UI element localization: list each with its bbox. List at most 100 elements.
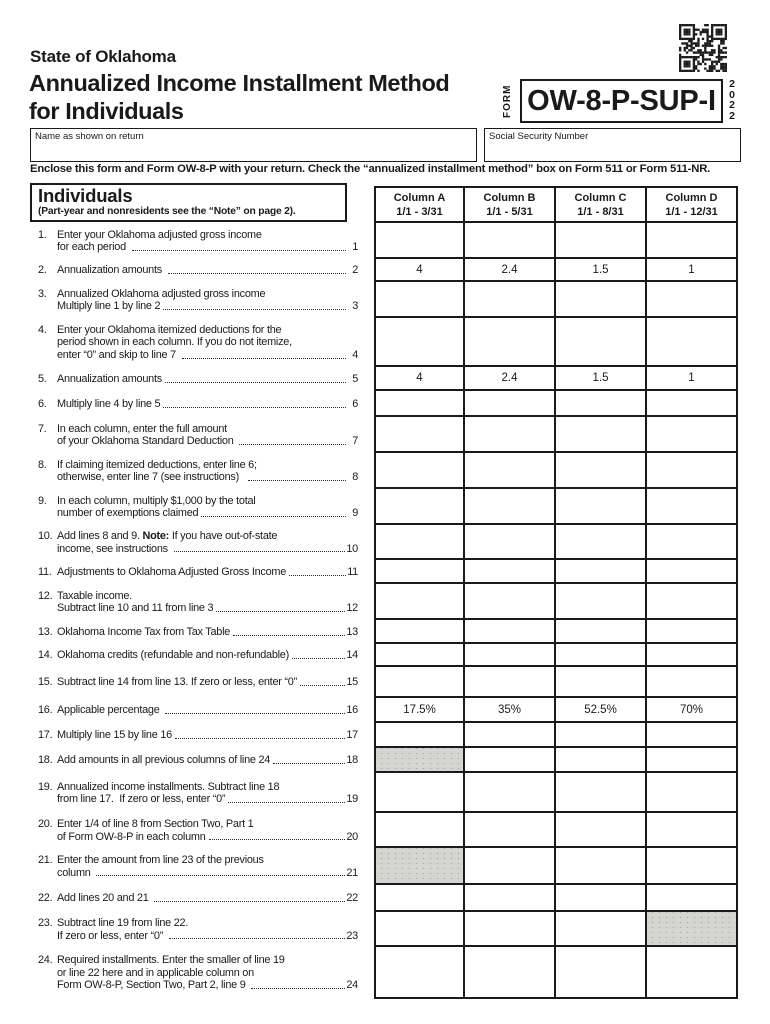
entry-cell-21-d[interactable] <box>647 848 738 885</box>
entry-cell-24-a[interactable] <box>374 947 465 999</box>
dotted-leader <box>233 634 346 636</box>
entry-cell-22-a[interactable] <box>374 885 465 912</box>
entry-cell-18-c[interactable] <box>556 748 647 773</box>
entry-cell-3-a[interactable] <box>374 282 465 318</box>
entry-cell-19-c[interactable] <box>556 773 647 813</box>
entry-cell-8-b[interactable] <box>465 453 556 489</box>
entry-cell-24-c[interactable] <box>556 947 647 999</box>
entry-cell-23-b[interactable] <box>465 912 556 947</box>
entry-cell-9-a[interactable] <box>374 489 465 525</box>
worksheet-row-8: 8. If claiming itemized deductions, enter… <box>30 453 738 489</box>
entry-cell-15-d[interactable] <box>647 667 738 698</box>
entry-cell-18-d[interactable] <box>647 748 738 773</box>
line-ref: 6 <box>352 397 358 410</box>
entry-cell-20-a[interactable] <box>374 813 465 848</box>
entry-cell-12-b[interactable] <box>465 584 556 620</box>
entry-cell-6-a[interactable] <box>374 391 465 417</box>
line-number: 15. <box>38 676 53 689</box>
entry-cell-14-b[interactable] <box>465 644 556 667</box>
ssn-field[interactable]: Social Security Number <box>484 128 741 162</box>
entry-cell-19-d[interactable] <box>647 773 738 813</box>
entry-cell-10-a[interactable] <box>374 525 465 560</box>
entry-cell-21-b[interactable] <box>465 848 556 885</box>
entry-cell-23-a[interactable] <box>374 912 465 947</box>
entry-cell-22-b[interactable] <box>465 885 556 912</box>
dotted-leader <box>251 988 346 990</box>
worksheet-rows: 1. Enter your Oklahoma adjusted gross inc… <box>30 223 738 999</box>
entry-cell-20-b[interactable] <box>465 813 556 848</box>
entry-cell-11-a[interactable] <box>374 560 465 584</box>
state-title: State of Oklahoma <box>30 47 176 66</box>
entry-cell-11-b[interactable] <box>465 560 556 584</box>
entry-cell-19-a[interactable] <box>374 773 465 813</box>
worksheet-row-10: 10. Add lines 8 and 9. Note: If you have … <box>30 525 738 560</box>
worksheet-row-7: 7. In each column, enter the full amount o… <box>30 417 738 453</box>
entry-cell-19-b[interactable] <box>465 773 556 813</box>
entry-cell-6-b[interactable] <box>465 391 556 417</box>
entry-cell-18-b[interactable] <box>465 748 556 773</box>
entry-cell-4-c[interactable] <box>556 318 647 367</box>
entry-cell-3-c[interactable] <box>556 282 647 318</box>
entry-cell-15-b[interactable] <box>465 667 556 698</box>
entry-cell-8-d[interactable] <box>647 453 738 489</box>
entry-cell-11-c[interactable] <box>556 560 647 584</box>
column-b-header: Column B 1/1 - 5/31 <box>465 186 556 223</box>
entry-cell-9-b[interactable] <box>465 489 556 525</box>
entry-cell-12-a[interactable] <box>374 584 465 620</box>
entry-cell-3-d[interactable] <box>647 282 738 318</box>
entry-cell-20-c[interactable] <box>556 813 647 848</box>
entry-cell-3-b[interactable] <box>465 282 556 318</box>
worksheet-row-5: 5. Annualization amounts 5 4 2.4 1.5 1 <box>30 367 738 391</box>
entry-cell-12-c[interactable] <box>556 584 647 620</box>
entry-cell-6-d[interactable] <box>647 391 738 417</box>
entry-cell-15-a[interactable] <box>374 667 465 698</box>
entry-cell-7-b[interactable] <box>465 417 556 453</box>
entry-cell-8-c[interactable] <box>556 453 647 489</box>
entry-cell-1-b[interactable] <box>465 223 556 259</box>
entry-cell-15-c[interactable] <box>556 667 647 698</box>
entry-cell-6-c[interactable] <box>556 391 647 417</box>
entry-cell-13-c[interactable] <box>556 620 647 644</box>
entry-cell-1-c[interactable] <box>556 223 647 259</box>
entry-cell-4-d[interactable] <box>647 318 738 367</box>
entry-cell-7-c[interactable] <box>556 417 647 453</box>
entry-cell-7-d[interactable] <box>647 417 738 453</box>
entry-cell-24-b[interactable] <box>465 947 556 999</box>
instruction-line: Enclose this form and Form OW-8-P with y… <box>30 163 711 175</box>
entry-cell-17-b[interactable] <box>465 723 556 748</box>
entry-cell-14-d[interactable] <box>647 644 738 667</box>
entry-cell-20-d[interactable] <box>647 813 738 848</box>
entry-cell-13-d[interactable] <box>647 620 738 644</box>
entry-cell-14-a[interactable] <box>374 644 465 667</box>
entry-cell-17-d[interactable] <box>647 723 738 748</box>
entry-cell-7-a[interactable] <box>374 417 465 453</box>
worksheet-row-12: 12. Taxable income. Subtract line 10 and 1… <box>30 584 738 620</box>
entry-cell-10-b[interactable] <box>465 525 556 560</box>
preset-value-5-c: 1.5 <box>556 367 647 391</box>
entry-cell-17-a[interactable] <box>374 723 465 748</box>
line-item-16: 16. Applicable percentage 16 <box>30 698 374 723</box>
entry-cell-8-a[interactable] <box>374 453 465 489</box>
entry-cell-10-d[interactable] <box>647 525 738 560</box>
entry-cell-24-d[interactable] <box>647 947 738 999</box>
name-field[interactable]: Name as shown on return <box>30 128 477 162</box>
entry-cell-13-b[interactable] <box>465 620 556 644</box>
entry-cell-23-c[interactable] <box>556 912 647 947</box>
entry-cell-14-c[interactable] <box>556 644 647 667</box>
entry-cell-13-a[interactable] <box>374 620 465 644</box>
entry-cell-4-a[interactable] <box>374 318 465 367</box>
entry-cell-17-c[interactable] <box>556 723 647 748</box>
entry-cell-22-d[interactable] <box>647 885 738 912</box>
entry-cell-1-d[interactable] <box>647 223 738 259</box>
entry-cell-1-a[interactable] <box>374 223 465 259</box>
line-ref: 15 <box>346 676 358 689</box>
entry-cell-9-d[interactable] <box>647 489 738 525</box>
entry-cell-21-c[interactable] <box>556 848 647 885</box>
entry-cell-10-c[interactable] <box>556 525 647 560</box>
entry-cell-9-c[interactable] <box>556 489 647 525</box>
dotted-leader <box>239 443 346 445</box>
entry-cell-4-b[interactable] <box>465 318 556 367</box>
entry-cell-22-c[interactable] <box>556 885 647 912</box>
entry-cell-11-d[interactable] <box>647 560 738 584</box>
entry-cell-12-d[interactable] <box>647 584 738 620</box>
